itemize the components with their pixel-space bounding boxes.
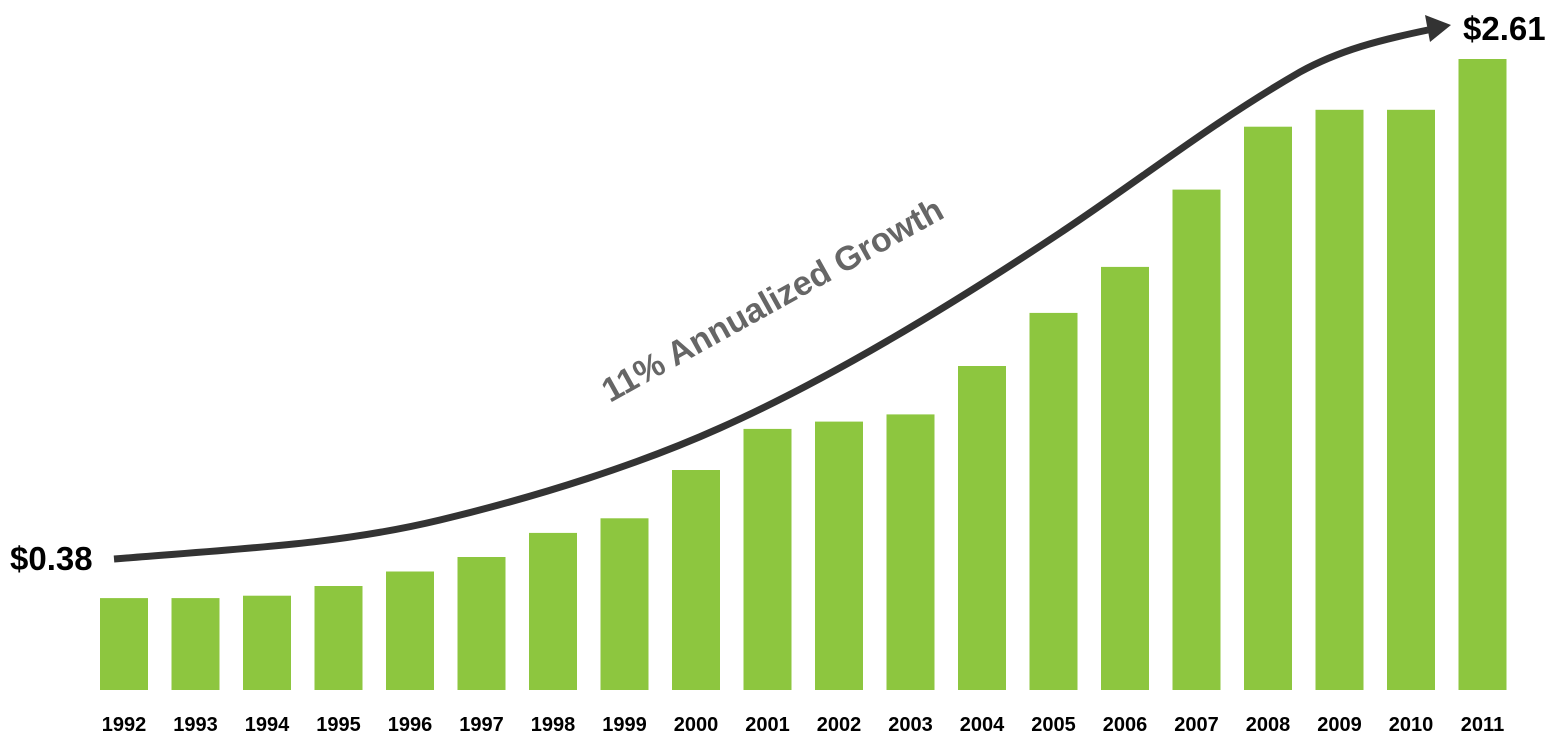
bar-2001	[743, 428, 792, 690]
bar-1995	[314, 586, 363, 690]
bar-2003	[886, 414, 935, 690]
x-tick-label-1997: 1997	[459, 714, 504, 735]
bar-2004	[958, 366, 1006, 690]
x-tick-label-2008: 2008	[1246, 714, 1291, 735]
bar-2005	[1029, 312, 1078, 690]
bar-1992	[100, 598, 148, 690]
bar-2006	[1101, 266, 1149, 690]
x-tick-label-2010: 2010	[1389, 714, 1434, 735]
bar-2009	[1315, 109, 1364, 691]
bar-1998	[529, 532, 577, 690]
bar-1994	[243, 595, 291, 690]
bar-1997	[457, 557, 506, 690]
bar-2008	[1244, 126, 1292, 690]
x-tick-label-2003: 2003	[888, 714, 933, 735]
x-tick-label-1996: 1996	[388, 714, 433, 735]
x-tick-label-2006: 2006	[1103, 714, 1148, 735]
bar-2002	[815, 421, 863, 690]
x-tick-label-1999: 1999	[602, 714, 647, 735]
x-tick-label-1998: 1998	[531, 714, 576, 735]
bars-group	[100, 59, 1507, 691]
x-tick-label-2001: 2001	[745, 714, 790, 735]
x-tick-label-1993: 1993	[173, 714, 218, 735]
x-tick-label-2009: 2009	[1317, 714, 1362, 735]
x-tick-label-2000: 2000	[674, 714, 719, 735]
start-value-label: $0.38	[10, 540, 93, 577]
x-tick-label-1994: 1994	[245, 714, 290, 735]
end-value-label: $2.61	[1463, 10, 1546, 47]
bar-1996	[386, 571, 434, 690]
x-tick-label-2002: 2002	[817, 714, 862, 735]
x-tick-label-2011: 2011	[1461, 714, 1504, 735]
x-tick-label-2007: 2007	[1174, 714, 1219, 735]
growth-trend-arrow	[113, 26, 1429, 563]
annualized-growth-label: 11% Annualized Growth	[595, 191, 949, 410]
x-tick-label-1995: 1995	[316, 714, 361, 735]
bar-2011	[1458, 59, 1507, 690]
x-tick-label-1992: 1992	[102, 714, 147, 735]
bar-1993	[171, 598, 220, 690]
bar-2007	[1172, 189, 1221, 690]
bar-2010	[1387, 109, 1435, 691]
x-tick-label-2004: 2004	[960, 714, 1005, 735]
bar-1999	[600, 518, 649, 690]
x-axis-labels: 1992 1993 1994 1995 1996 1997 1998 1999 2000 2001…	[102, 714, 1504, 735]
x-tick-label-2005: 2005	[1031, 714, 1076, 735]
bar-2000	[672, 470, 720, 690]
arrow-head	[1425, 15, 1451, 42]
